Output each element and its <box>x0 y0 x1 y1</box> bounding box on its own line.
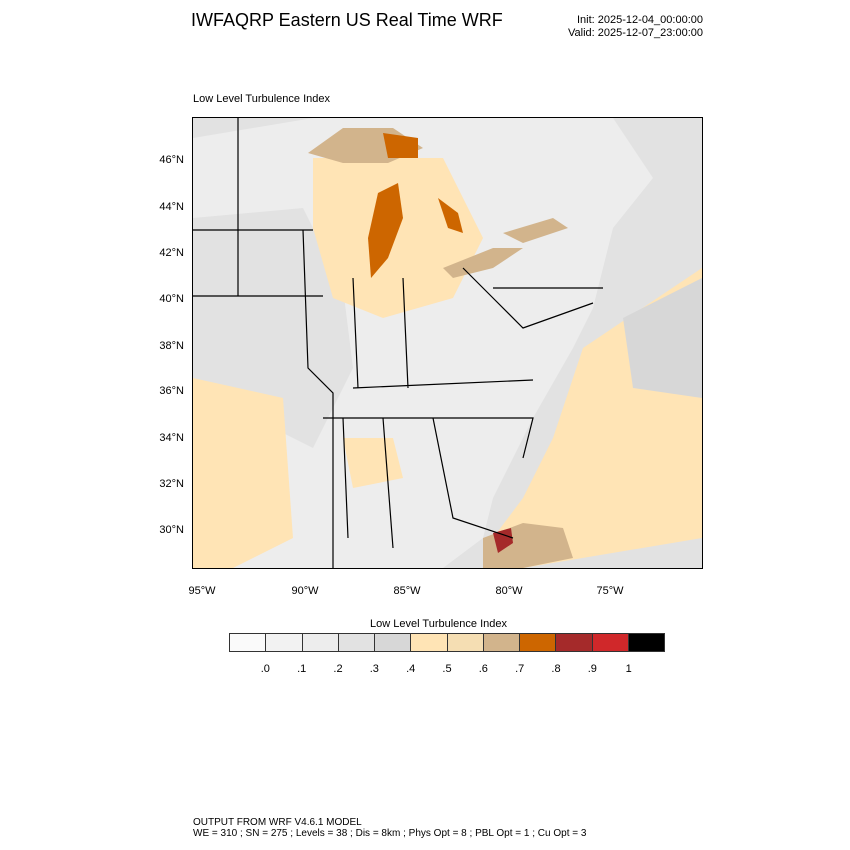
colorbar-tick-label: .9 <box>587 663 597 675</box>
map-canvas <box>193 118 702 568</box>
lat-label: 32°N <box>159 478 184 490</box>
colorbar-swatch <box>556 634 593 651</box>
colorbar-tick-label: .4 <box>406 663 416 675</box>
great-lakes-field <box>313 158 483 318</box>
lat-label: 44°N <box>159 201 184 213</box>
lon-label: 90°W <box>291 585 319 597</box>
lat-label: 46°N <box>159 154 184 166</box>
southwest-field <box>193 378 293 568</box>
colorbar-swatch <box>592 634 629 651</box>
lat-label: 30°N <box>159 524 184 536</box>
lon-label: 85°W <box>393 585 421 597</box>
colorbar-swatch <box>375 634 412 651</box>
lon-label: 80°W <box>495 585 523 597</box>
colorbar-tick-label: .6 <box>478 663 488 675</box>
plot-title: IWFAQRP Eastern US Real Time WRF <box>191 10 503 30</box>
lake-ontario <box>503 218 568 243</box>
colorbar-swatch <box>520 634 557 651</box>
offshore-max-field <box>493 528 513 553</box>
colorbar-swatch <box>447 634 484 651</box>
lat-label: 40°N <box>159 293 184 305</box>
colorbar-tick-label: .1 <box>297 663 307 675</box>
lat-label: 38°N <box>159 340 184 352</box>
lake-michigan <box>368 183 403 278</box>
colorbar <box>229 633 665 652</box>
colorbar-swatch <box>302 634 339 651</box>
valid-time: Valid: 2025-12-07_23:00:00 <box>568 27 703 39</box>
colorbar-swatch <box>266 634 303 651</box>
colorbar-swatch <box>483 634 520 651</box>
footer-model: OUTPUT FROM WRF V4.6.1 MODEL <box>193 817 362 828</box>
atlantic-low-field <box>623 278 702 398</box>
init-time: Init: 2025-12-04_00:00:00 <box>577 14 703 26</box>
colorbar-title: Low Level Turbulence Index <box>370 618 507 630</box>
colorbar-tick-label: .8 <box>551 663 561 675</box>
lake-huron-max <box>438 198 463 233</box>
colorbar-tick-label: .5 <box>442 663 452 675</box>
lake-erie <box>443 248 523 278</box>
colorbar-swatch <box>338 634 375 651</box>
colorbar-tick-label: .0 <box>260 663 270 675</box>
lon-label: 75°W <box>596 585 624 597</box>
colorbar-swatch <box>230 634 267 651</box>
lake-superior-max <box>383 133 418 158</box>
colorbar-tick-label: .7 <box>515 663 525 675</box>
colorbar-tick-label: 1 <box>625 663 632 675</box>
footer-config: WE = 310 ; SN = 275 ; Levels = 38 ; Dis … <box>193 828 587 839</box>
colorbar-tick-label: .2 <box>333 663 343 675</box>
lat-label: 36°N <box>159 385 184 397</box>
lat-label: 42°N <box>159 247 184 259</box>
lat-label: 34°N <box>159 432 184 444</box>
colorbar-swatch <box>628 634 664 651</box>
turbulence-map <box>192 117 703 569</box>
field-subtitle: Low Level Turbulence Index <box>193 93 330 105</box>
lon-label: 95°W <box>188 585 216 597</box>
colorbar-swatch <box>411 634 448 651</box>
colorbar-tick-label: .3 <box>369 663 379 675</box>
state-borders <box>193 118 603 568</box>
